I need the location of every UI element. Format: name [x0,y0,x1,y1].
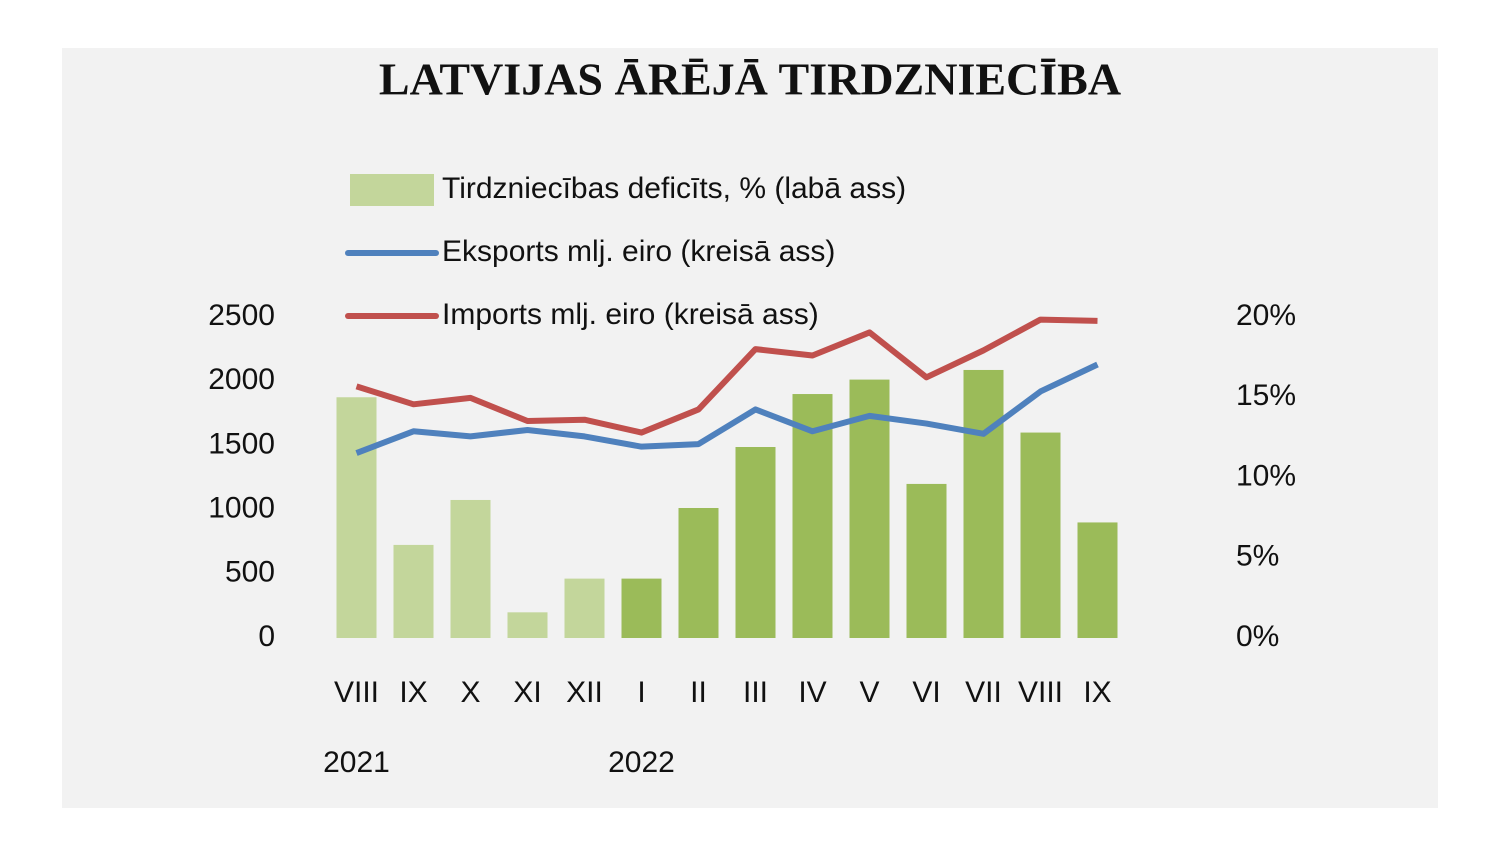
y2-tick-label: 5% [1236,540,1279,573]
y-tick-label: 0 [258,620,275,653]
line [355,361,1099,456]
legend-label: Eksports mlj. eiro (kreisā ass) [442,235,835,268]
panel [62,48,1438,808]
x-tick-label: IX [1083,676,1111,709]
bar [564,578,605,638]
bar [393,544,434,638]
x-tick-label: V [859,676,879,709]
legend-label: Tirdzniecības deficīts, % (labā ass) [442,172,906,205]
y2-tick-label: 20% [1236,299,1296,332]
bar [1077,522,1118,638]
bar [1020,432,1061,638]
bar [507,612,548,638]
x-tick-label: VIII [1018,676,1063,709]
chart-title: LATVIJAS ĀRĒJĀ TIRDZNIECĪBA [379,54,1121,105]
bar [621,578,662,638]
bar [336,397,377,638]
y-tick-label: 1500 [208,427,275,460]
y2-tick-label: 15% [1236,379,1296,412]
legend-swatch [350,174,434,206]
legend-label: Imports mlj. eiro (kreisā ass) [442,298,819,331]
bar [963,369,1004,638]
x-tick-label: XII [566,676,603,709]
x-tick-label: II [690,676,707,709]
x-tick-label: XI [513,676,541,709]
bar [792,394,833,638]
x-tick-label: X [460,676,480,709]
y2-tick-label: 10% [1236,459,1296,492]
bar [849,379,890,638]
x-tick-label: I [637,676,645,709]
y-tick-label: 1000 [208,492,275,525]
bar [678,507,719,638]
y2-tick-label: 0% [1236,620,1279,653]
y-tick-label: 2000 [208,363,275,396]
line [355,316,1098,436]
bar [906,483,947,638]
x-tick-label: VII [965,676,1002,709]
y-tick-label: 500 [225,556,275,589]
y-tick-label: 2500 [208,299,275,332]
x-tick-label: III [743,676,768,709]
bar [735,447,776,638]
x-tick-label: IV [798,676,826,709]
x-group-label: 2021 [323,746,390,779]
x-tick-label: VI [912,676,940,709]
x-group-label: 2022 [608,746,675,779]
x-tick-label: VIII [334,676,379,709]
bar [450,499,491,638]
x-tick-label: IX [399,676,427,709]
